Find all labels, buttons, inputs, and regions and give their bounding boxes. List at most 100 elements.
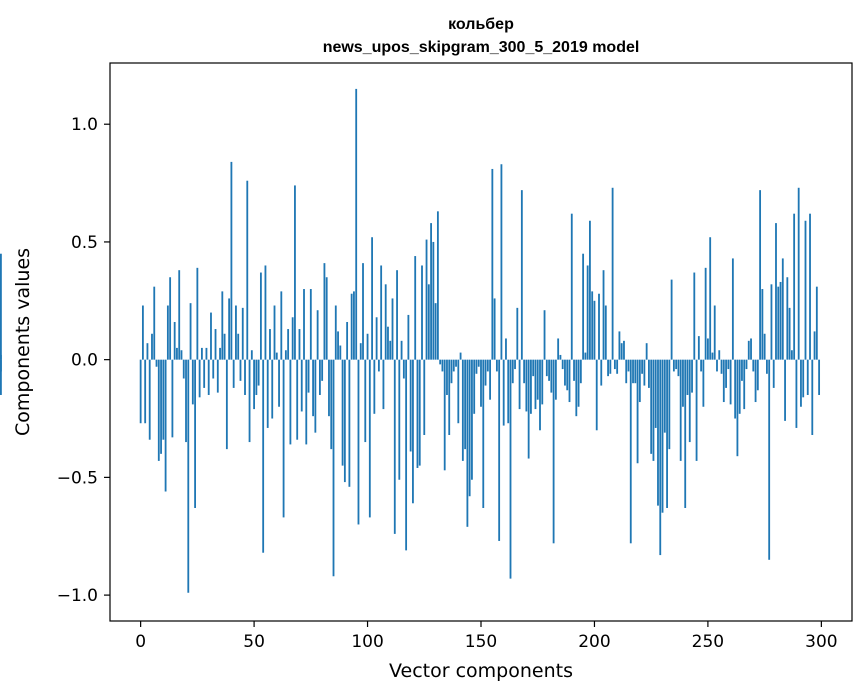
bar-component-243 [691,359,693,393]
bar-component-80 [321,359,324,381]
bar-component-123 [418,359,421,466]
bar-component-17 [178,270,181,360]
bar-component-41 [232,359,235,388]
bar-component-60 [275,352,278,360]
bar-component-13 [169,277,172,360]
bar-component-136 [448,359,451,435]
bar-component-116 [402,359,405,379]
bar-component-43 [237,333,240,360]
bar-component-149 [477,359,480,367]
y-tick-label: −0.5 [57,468,98,488]
bar-component-162 [507,359,510,424]
bar-component-90 [343,359,346,483]
bar-component-287 [790,350,793,360]
bar-component-163 [509,359,512,579]
bar-component-236 [675,359,678,370]
bar-component-186 [561,359,564,370]
bar-component-199 [591,291,594,360]
bar-component-269 [750,338,752,360]
bar-component-161 [505,338,507,360]
bar-component-25 [196,267,199,360]
bar-component-252 [711,352,714,360]
bar-component-100 [366,333,369,360]
bar-component-27 [200,347,203,360]
bar-component-255 [718,350,721,360]
bar-component-115 [400,340,403,360]
bar-component-214 [625,359,628,384]
bar-component-73 [305,359,308,445]
bar-component-50 [253,359,255,410]
bar-component-276 [766,359,768,374]
y-tick-label: −1.0 [57,586,98,606]
bar-component-284 [784,359,786,421]
bar-component-244 [693,272,696,360]
bar-component-82 [325,277,328,360]
bar-component-271 [754,359,757,403]
bar-component-179 [545,359,548,377]
bar-component-undefined [0,359,2,395]
bar-component-231 [663,359,666,433]
bar-component-98 [362,263,364,360]
bar-component-277 [768,359,771,560]
bar-component-254 [716,359,718,372]
bar-component-213 [623,340,625,360]
bar-component-undefined [0,359,2,372]
bar-component-294 [806,359,809,395]
bar-component-143 [464,359,467,450]
bar-component-185 [559,354,562,360]
bar-component-101 [368,359,371,518]
bar-component-129 [432,241,435,360]
bar-component-113 [396,270,398,360]
bar-component-87 [337,331,339,360]
bar-component-4 [148,359,151,440]
bar-component-157 [495,359,498,372]
bar-component-246 [697,336,700,360]
bar-component-273 [759,190,762,360]
bar-component-110 [389,340,392,360]
bar-component-248 [702,359,705,407]
bar-component-78 [316,310,319,360]
bar-component-219 [636,359,639,464]
bar-component-216 [629,359,632,544]
bar-component-5 [151,333,153,360]
bar-component-38 [225,359,228,450]
bar-component-97 [359,343,362,360]
bar-component-174 [534,359,537,410]
bar-component-297 [813,331,816,360]
bar-component-24 [194,359,196,508]
bar-component-137 [450,359,453,384]
bar-component-7 [155,359,158,367]
bar-component-268 [747,340,750,360]
bar-component-83 [328,359,330,417]
bar-component-175 [536,359,539,400]
bar-component-222 [643,359,646,386]
bar-component-171 [527,359,530,459]
bar-component-279 [772,359,775,388]
bar-component-206 [607,359,609,377]
bar-component-173 [532,359,535,377]
bar-component-30 [207,359,210,395]
bar-component-131 [436,211,439,360]
bar-component-260 [729,359,732,405]
bar-component-158 [498,359,501,541]
bar-component-265 [741,359,743,381]
bar-component-172 [530,359,532,414]
bar-component-39 [228,298,231,360]
bar-component-202 [598,293,600,360]
bar-component-46 [244,359,246,395]
bar-component-250 [707,338,709,360]
bar-component-57 [269,329,271,360]
bar-component-144 [466,359,469,527]
bar-component-191 [573,359,575,381]
bar-component-205 [604,305,607,360]
bar-component-204 [602,270,605,360]
bar-component-23 [191,359,194,405]
bar-component-140 [457,359,460,424]
bar-component-288 [793,213,796,360]
bar-component-15 [173,321,176,360]
bar-component-undefined [0,253,2,360]
bar-component-47 [246,180,249,360]
bar-component-109 [387,326,389,360]
bar-component-208 [611,187,614,360]
y-tick-label: 0.5 [71,233,98,253]
